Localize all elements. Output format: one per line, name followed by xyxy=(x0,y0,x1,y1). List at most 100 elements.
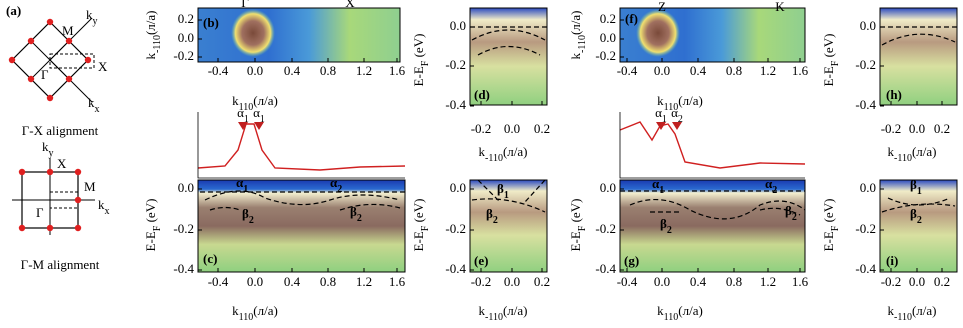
text-part: E-E xyxy=(143,231,158,251)
subscript: 2 xyxy=(667,225,672,236)
subscript: -110 xyxy=(152,35,163,53)
band-label: β2 xyxy=(486,206,498,226)
band-label: α2 xyxy=(330,175,342,195)
x-tick-label: -0.2 xyxy=(881,274,902,289)
subscript: 110 xyxy=(239,102,254,113)
text-part: k xyxy=(888,303,895,318)
x-tick-label: 1.6 xyxy=(792,63,809,78)
x-tick-label: 1.2 xyxy=(356,274,372,289)
peak-label: α1 xyxy=(655,105,667,125)
text-part: α xyxy=(330,175,338,190)
x-tick-label: 1.6 xyxy=(389,63,406,78)
band-label: β2 xyxy=(242,206,254,226)
y-tick-label: -0.4 xyxy=(855,97,876,112)
text-part: E-E xyxy=(411,66,426,86)
subscript: 1 xyxy=(917,186,922,197)
symmetry-point: K xyxy=(775,0,785,14)
dispersion-guide xyxy=(471,179,546,213)
x-tick-label: 1.2 xyxy=(760,274,776,289)
image-frame xyxy=(879,179,958,273)
image-frame xyxy=(197,7,401,63)
y-tick-label: 0.2 xyxy=(178,11,194,26)
text-part: E-E xyxy=(411,231,426,251)
band-label: β2 xyxy=(785,203,797,223)
symmetry-point: Z xyxy=(658,0,666,14)
subscript: 110 xyxy=(239,312,254,323)
peak-label: α1 xyxy=(237,105,249,125)
text-part: E-E xyxy=(821,231,836,251)
schematic-label: kx xyxy=(98,197,110,217)
subscript: 2 xyxy=(493,215,498,226)
text-part: (л/a) xyxy=(678,93,703,108)
y-tick-label: -0.4 xyxy=(445,261,466,276)
text-part: (л/a) xyxy=(503,144,528,159)
dispersion-guide xyxy=(470,26,547,56)
subscript: -110 xyxy=(577,35,588,53)
x-tick-label: 0.0 xyxy=(909,121,925,136)
text-part: k xyxy=(479,144,486,159)
y-tick-label: 0.2 xyxy=(600,11,616,26)
text-part: X xyxy=(98,59,108,74)
text-part: α xyxy=(253,105,260,120)
y-tick-label: -0.4 xyxy=(445,97,466,112)
image-frame xyxy=(619,179,806,273)
text-part: E-E xyxy=(821,66,836,86)
y-axis-title: E-EF (eV) xyxy=(821,34,841,87)
text-part: α xyxy=(655,105,662,120)
lattice-point xyxy=(46,18,54,26)
image-frame xyxy=(469,7,548,106)
text-part: k xyxy=(479,303,486,318)
band-label: α2 xyxy=(765,176,777,196)
dispersion-guide xyxy=(880,26,957,46)
x-tick-label: -0.4 xyxy=(208,63,229,78)
panel-label: (f) xyxy=(625,11,638,26)
subscript: F xyxy=(420,60,431,66)
text-part: M xyxy=(84,179,96,194)
schematic-label: X xyxy=(98,59,108,74)
subscript: F xyxy=(152,225,163,231)
text-part: k xyxy=(86,7,93,22)
x-axis-title: k110(л/a) xyxy=(657,303,703,323)
x-axis-title: k110(л/a) xyxy=(657,93,703,113)
schematic-label: M xyxy=(62,23,74,38)
text-part: β xyxy=(785,203,792,218)
x-tick-label: -0.2 xyxy=(881,121,902,136)
schematic-label: ky xyxy=(42,139,54,159)
lattice-point xyxy=(74,168,82,176)
text-part: β xyxy=(350,204,357,219)
x-tick-label: 0.0 xyxy=(654,274,670,289)
y-axis-title: E-EF (eV) xyxy=(568,199,588,252)
subscript: F xyxy=(420,225,431,231)
peak-marker xyxy=(656,122,666,130)
y-tick-label: 0.0 xyxy=(450,18,466,33)
band-label: β1 xyxy=(910,177,922,197)
schematic-label: X xyxy=(57,156,67,171)
x-axis-title: k-110(л/a) xyxy=(888,303,937,323)
panel-label: (b) xyxy=(203,15,219,30)
y-tick-label: -0.2 xyxy=(595,48,616,63)
text-part: α xyxy=(236,175,244,190)
spectral-image xyxy=(470,180,547,272)
text-part: Γ xyxy=(41,67,49,82)
peak-marker xyxy=(254,122,264,130)
text-part: β xyxy=(910,177,917,192)
y-tick-label: -0.2 xyxy=(173,48,194,63)
x-axis-title: k-110(л/a) xyxy=(479,303,528,323)
subscript: 2 xyxy=(792,212,797,223)
dashed-box xyxy=(49,53,95,69)
text-part: X xyxy=(57,156,67,171)
text-part: (л/a) xyxy=(143,11,158,36)
subscript: -110 xyxy=(894,312,912,323)
x-axis-title: k-110(л/a) xyxy=(479,144,528,164)
text-part: k xyxy=(143,53,158,60)
lattice-point xyxy=(74,196,82,204)
image-frame xyxy=(469,179,548,273)
panel-label: (e) xyxy=(474,253,488,268)
x-tick-label: 0.8 xyxy=(320,63,336,78)
spectral-image xyxy=(470,8,547,105)
lattice-point xyxy=(65,75,73,83)
x-axis-title: k-110(л/a) xyxy=(888,144,937,164)
axis-arrows xyxy=(12,158,95,235)
panel-label: (d) xyxy=(474,87,490,102)
schematic-label: kx xyxy=(88,95,100,115)
